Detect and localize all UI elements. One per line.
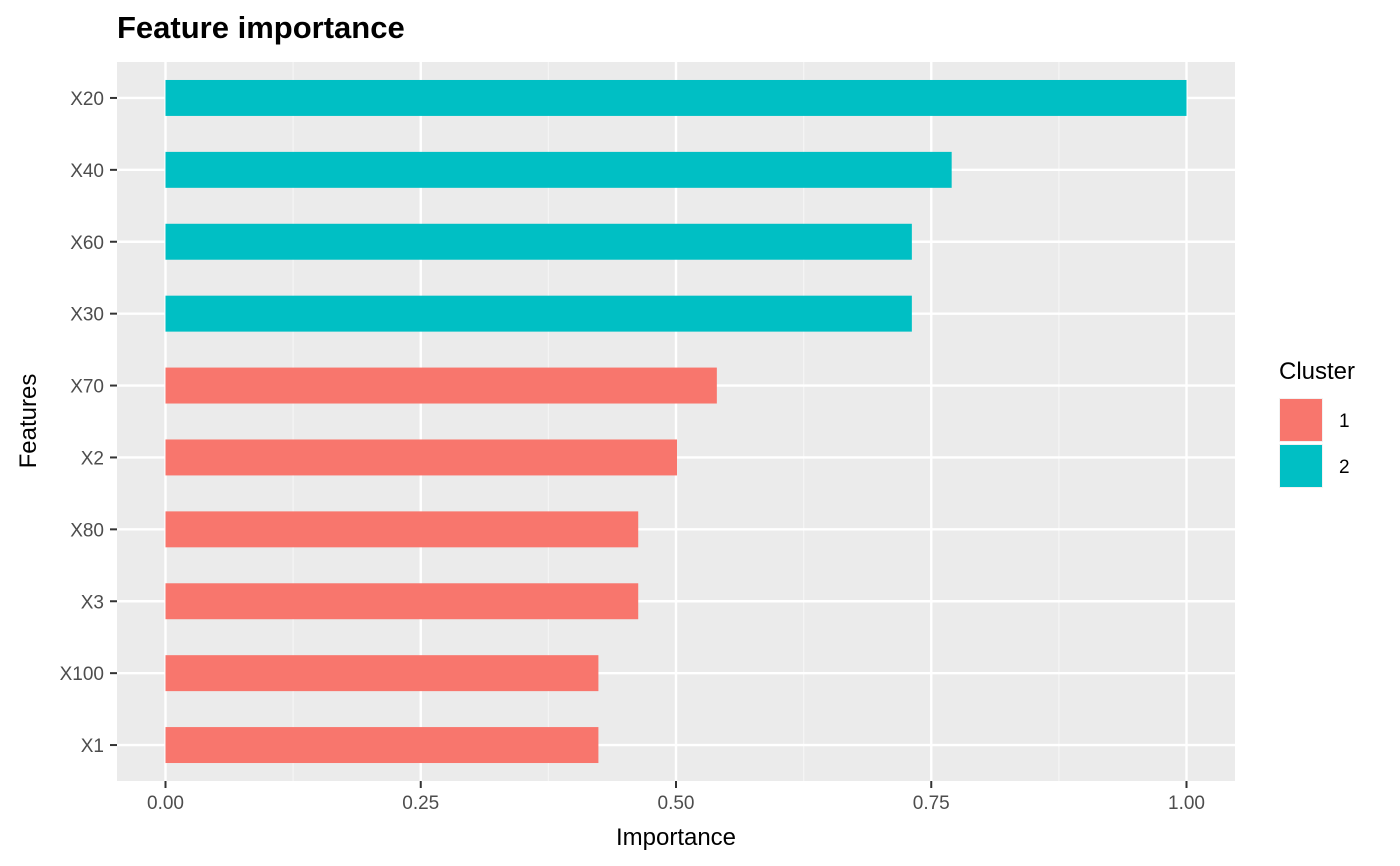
bar-x2 xyxy=(165,439,678,476)
y-tick-label: X60 xyxy=(70,233,104,254)
chart-title: Feature importance xyxy=(117,10,405,45)
y-tick-label: X30 xyxy=(70,305,104,326)
x-tick-label: 1.00 xyxy=(1168,793,1205,814)
bar-x30 xyxy=(165,295,912,332)
x-tick-label: 0.25 xyxy=(402,793,439,814)
y-tick-label: X3 xyxy=(81,592,104,613)
bar-x1 xyxy=(165,727,599,764)
bar-x80 xyxy=(165,511,639,548)
y-tick-label: X2 xyxy=(81,448,104,469)
y-tick-label: X1 xyxy=(81,736,104,757)
bar-x100 xyxy=(165,655,599,692)
x-tick-label: 0.00 xyxy=(147,793,184,814)
legend: Cluster 1 2 xyxy=(1279,358,1355,488)
legend-key-cluster-2 xyxy=(1280,445,1322,487)
legend-title: Cluster xyxy=(1279,358,1355,385)
x-tick-label: 0.50 xyxy=(658,793,695,814)
bar-x40 xyxy=(165,151,952,188)
x-axis-title: Importance xyxy=(616,824,736,851)
x-axis: 0.00 0.25 0.50 0.75 1.00 xyxy=(147,781,1205,814)
y-axis-title: Features xyxy=(15,374,42,469)
bar-x70 xyxy=(165,367,717,404)
legend-label-cluster-2: 2 xyxy=(1339,457,1350,478)
bar-x60 xyxy=(165,223,912,260)
y-tick-label: X80 xyxy=(70,520,104,541)
y-axis: X20 X40 X60 X30 X70 X2 X80 X3 X100 X1 xyxy=(60,89,117,757)
bar-x3 xyxy=(165,583,639,620)
y-tick-label: X100 xyxy=(60,664,104,685)
bars xyxy=(165,79,1187,764)
legend-label-cluster-1: 1 xyxy=(1339,411,1350,432)
y-tick-label: X70 xyxy=(70,377,104,398)
y-tick-label: X40 xyxy=(70,161,104,182)
y-tick-label: X20 xyxy=(70,89,104,110)
bar-x20 xyxy=(165,79,1187,116)
legend-key-cluster-1 xyxy=(1280,399,1322,441)
x-tick-label: 0.75 xyxy=(913,793,950,814)
